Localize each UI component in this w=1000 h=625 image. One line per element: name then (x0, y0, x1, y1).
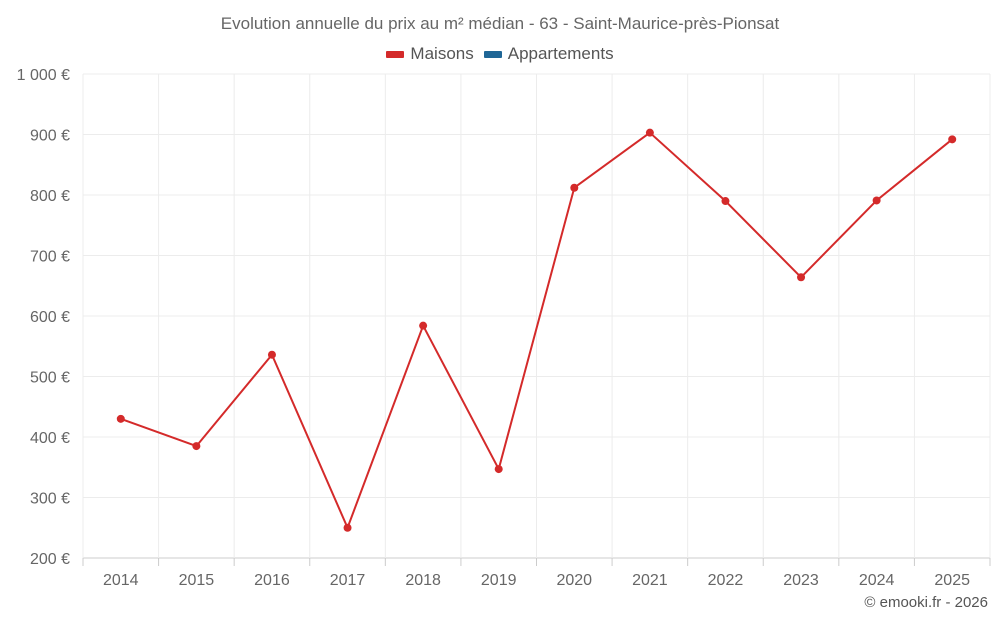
series-line-maisons (120, 131, 953, 529)
copyright-footer: © emooki.fr - 2026 (864, 594, 988, 611)
y-tick-label: 400 € (30, 430, 70, 447)
data-point (721, 197, 730, 206)
y-tick-label: 900 € (30, 128, 70, 145)
legend-item-maisons[interactable]: Maisons (386, 44, 474, 64)
data-point (948, 135, 957, 144)
legend-item-appartements[interactable]: Appartements (483, 44, 614, 64)
legend-label-appartements: Appartements (507, 44, 614, 63)
data-point (267, 350, 276, 359)
x-tick-label: 2014 (103, 572, 139, 589)
x-tick-label: 2016 (254, 572, 290, 589)
y-tick-label: 300 € (30, 491, 70, 508)
data-point (343, 523, 352, 532)
data-point (116, 414, 125, 423)
data-point (797, 273, 806, 282)
y-tick-label: 500 € (30, 370, 70, 387)
x-tick-label: 2018 (405, 572, 441, 589)
data-point (645, 128, 654, 137)
y-tick-label: 700 € (30, 249, 70, 266)
data-point (419, 321, 428, 330)
legend-swatch-appartements (483, 50, 502, 58)
y-tick-label: 800 € (30, 188, 70, 205)
y-tick-label: 200 € (30, 551, 70, 568)
x-tick-label: 2022 (708, 572, 744, 589)
chart-title: Evolution annuelle du prix au m² médian … (220, 14, 780, 33)
data-point (494, 465, 503, 474)
legend: Maisons Appartements (0, 44, 1000, 64)
data-point (570, 183, 579, 192)
legend-swatch-maisons (386, 50, 405, 58)
x-tick-label: 2019 (481, 572, 517, 589)
x-tick-label: 2020 (556, 572, 592, 589)
x-tick-label: 2023 (783, 572, 819, 589)
x-tick-label: 2025 (934, 572, 970, 589)
data-point (192, 442, 201, 451)
x-tick-label: 2021 (632, 572, 668, 589)
data-point (872, 196, 881, 205)
x-tick-label: 2017 (330, 572, 366, 589)
x-tick-label: 2024 (859, 572, 895, 589)
y-tick-label: 1 000 € (17, 67, 70, 84)
x-tick-label: 2015 (179, 572, 215, 589)
y-tick-label: 600 € (30, 309, 70, 326)
legend-label-maisons: Maisons (410, 44, 474, 63)
